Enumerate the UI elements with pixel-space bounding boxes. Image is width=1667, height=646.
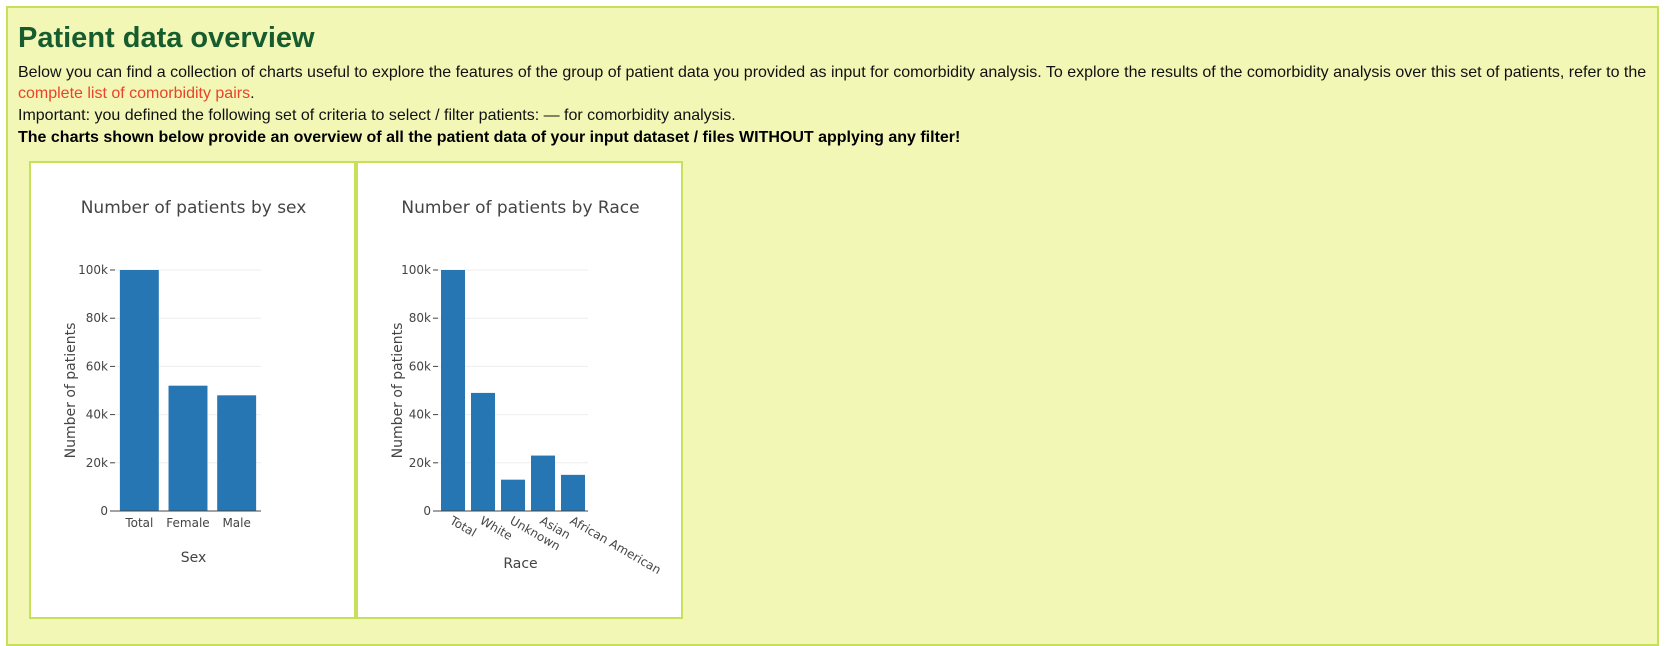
x-axis-label: Race <box>503 556 537 572</box>
chart-card-race: Number of patients by Race 0 20k 40k 60k 80k 1… <box>356 161 683 619</box>
x-tick-label: White <box>478 513 515 543</box>
intro-paragraph: Below you can find a collection of chart… <box>18 62 1658 104</box>
sex-chart: Number of patients by sex 0 20k 40k 60k 80k 10… <box>63 198 307 566</box>
bar <box>217 395 257 511</box>
y-tick-label: 100k <box>78 263 108 277</box>
y-tick-label: 0 <box>423 504 431 518</box>
bar <box>561 474 585 511</box>
x-axis-label: Sex <box>181 550 207 566</box>
bar <box>531 455 555 511</box>
overview-panel: Patient data overview Below you can find… <box>6 6 1659 646</box>
y-tick-label: 40k <box>86 408 108 422</box>
page-title: Patient data overview <box>18 22 315 54</box>
intro-end: . <box>250 85 255 102</box>
y-tick-label: 60k <box>86 359 108 373</box>
y-axis-label: Number of patients <box>390 323 406 459</box>
y-tick-label: 20k <box>86 456 108 470</box>
bar <box>471 392 495 511</box>
bar <box>441 270 465 511</box>
bar <box>501 479 525 511</box>
y-tick-label: 80k <box>86 311 108 325</box>
x-tick-label: Total <box>124 516 153 530</box>
y-tick-label: 60k <box>409 359 431 373</box>
y-tick-label: 20k <box>409 456 431 470</box>
bar <box>119 270 159 511</box>
race-chart: Number of patients by Race 0 20k 40k 60k 80k 1… <box>390 198 664 577</box>
y-axis-label: Number of patients <box>63 323 79 459</box>
x-tick-label: Total <box>447 513 479 540</box>
x-tick-label: Male <box>222 516 250 530</box>
comorbidity-pairs-link[interactable]: complete list of comorbidity pairs <box>18 85 251 102</box>
y-tick-label: 40k <box>409 408 431 422</box>
intro-text: Below you can find a collection of chart… <box>18 64 1647 81</box>
x-tick-label: African American <box>568 513 664 576</box>
chart-title: Number of patients by sex <box>81 198 307 218</box>
x-tick-label: Female <box>166 516 209 530</box>
criteria-text: Important: you defined the following set… <box>18 107 736 124</box>
no-filter-note: The charts shown below provide an overvi… <box>18 129 961 146</box>
chart-card-sex: Number of patients by sex 0 20k 40k 60k 80k 10… <box>29 161 356 619</box>
bar <box>168 385 208 511</box>
chart-title: Number of patients by Race <box>401 198 639 218</box>
y-tick-label: 80k <box>409 311 431 325</box>
y-tick-label: 100k <box>401 263 431 277</box>
y-tick-label: 0 <box>100 504 108 518</box>
